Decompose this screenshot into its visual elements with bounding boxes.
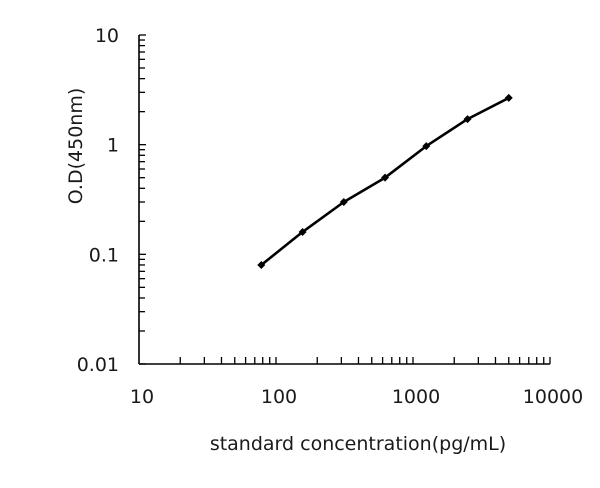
x-tick-label: 100 [261,386,297,408]
y-tick-labels: 0.01 0.1 1 10 [77,25,119,376]
y-tick-label: 0.01 [77,354,119,376]
x-tick-labels: 10 100 1000 10000 [130,386,583,408]
data-point-marker [422,142,431,151]
x-axis [139,357,551,365]
x-tick-label: 1000 [392,386,440,408]
y-tick-label: 10 [95,25,119,47]
data-point-marker [381,173,390,182]
x-axis-title: standard concentration(pg/mL) [210,433,506,455]
y-axis-title: O.D(450nm) [65,88,87,205]
data-point-marker [339,198,348,207]
data-series [257,93,513,269]
y-tick-label: 1 [107,135,119,157]
y-axis [138,34,146,365]
data-point-marker [298,227,307,236]
data-point-marker [257,260,266,269]
data-point-marker [504,93,513,102]
y-tick-label: 0.1 [89,244,119,266]
x-tick-label: 10000 [523,386,583,408]
data-point-marker [463,115,472,124]
x-tick-label: 10 [130,386,154,408]
